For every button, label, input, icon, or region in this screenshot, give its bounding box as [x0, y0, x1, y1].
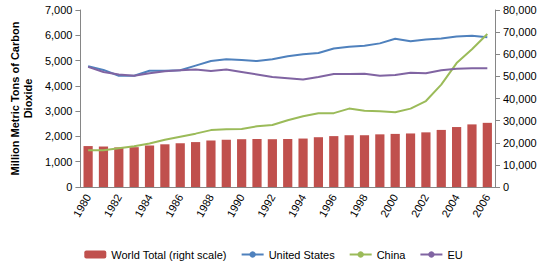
svg-text:40,000: 40,000 [503, 93, 537, 105]
svg-text:1988: 1988 [194, 192, 217, 219]
svg-text:80,000: 80,000 [503, 4, 537, 16]
svg-text:2006: 2006 [470, 192, 493, 219]
svg-text:2000: 2000 [378, 192, 401, 219]
svg-text:6,000: 6,000 [45, 29, 73, 41]
svg-text:World Total (right scale): World Total (right scale) [111, 249, 226, 261]
svg-text:0: 0 [66, 181, 72, 193]
svg-text:5,000: 5,000 [45, 55, 73, 67]
svg-text:60,000: 60,000 [503, 48, 537, 60]
svg-text:1996: 1996 [316, 192, 339, 219]
svg-text:1986: 1986 [163, 192, 186, 219]
svg-text:1998: 1998 [347, 192, 370, 219]
svg-text:Million Metric Tons of Carbon: Million Metric Tons of Carbon [9, 21, 21, 175]
svg-text:4,000: 4,000 [45, 80, 73, 92]
svg-text:2004: 2004 [439, 192, 462, 219]
svg-text:United States: United States [269, 249, 336, 261]
svg-text:1,000: 1,000 [45, 156, 73, 168]
svg-text:30,000: 30,000 [503, 115, 537, 127]
svg-text:50,000: 50,000 [503, 70, 537, 82]
svg-text:10,000: 10,000 [503, 159, 537, 171]
svg-text:70,000: 70,000 [503, 26, 537, 38]
svg-text:3,000: 3,000 [45, 105, 73, 117]
svg-text:2002: 2002 [408, 192, 431, 219]
svg-text:EU: EU [447, 249, 462, 261]
svg-text:1992: 1992 [255, 192, 278, 219]
svg-text:1980: 1980 [71, 192, 94, 219]
svg-text:20,000: 20,000 [503, 137, 537, 149]
svg-text:1990: 1990 [224, 192, 247, 219]
svg-text:Dioxide: Dioxide [22, 79, 34, 119]
svg-text:1994: 1994 [286, 192, 309, 219]
svg-text:2,000: 2,000 [45, 130, 73, 142]
svg-text:1982: 1982 [101, 192, 124, 219]
svg-text:0: 0 [503, 181, 509, 193]
svg-text:1984: 1984 [132, 192, 155, 219]
svg-text:China: China [377, 249, 407, 261]
svg-text:7,000: 7,000 [45, 4, 73, 16]
